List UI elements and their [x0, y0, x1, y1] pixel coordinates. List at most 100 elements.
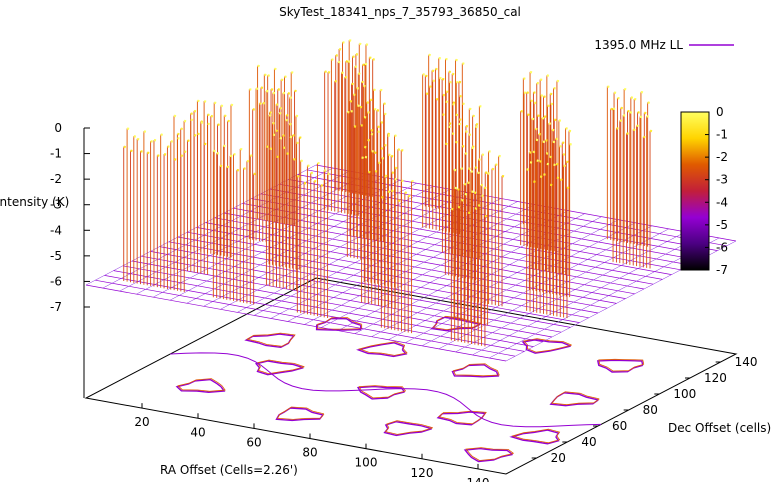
surface-peak [425, 92, 429, 96]
surface-peak [498, 154, 501, 158]
y-tick-label: 140 [735, 355, 758, 369]
surface-peak [473, 191, 477, 195]
contour-line [463, 447, 514, 463]
mesh-line-x [388, 219, 619, 340]
colorbar: 0 -1 -2 -3 -4 -5 -6 -7 [680, 105, 728, 277]
surface-peak [278, 111, 282, 115]
surface-peak [374, 169, 378, 173]
surface-peak [542, 140, 546, 144]
surface-peak [541, 116, 545, 120]
surface-peak [373, 107, 377, 111]
surface-peak [348, 39, 352, 42]
mesh-line-x [119, 170, 350, 292]
surface-peak [366, 101, 370, 104]
surface-peak [280, 78, 284, 82]
contour-line [451, 364, 500, 378]
surface-peak [644, 111, 647, 115]
surface-peak [472, 114, 475, 118]
surface-peak [429, 85, 432, 88]
surface-peak [404, 191, 408, 195]
contour-line-inner [511, 428, 561, 444]
surface-peak [471, 146, 475, 150]
legend-label: 1395.0 MHz LL [594, 38, 683, 52]
contour-line [254, 360, 304, 376]
surface-peak [253, 172, 256, 176]
surface-peak [566, 160, 569, 164]
x-tick-label: 40 [190, 425, 205, 439]
surface-peak [448, 125, 451, 129]
surface-peak [279, 136, 283, 140]
surface-peak [552, 140, 556, 144]
surface-peak [547, 104, 550, 108]
surface-peak [284, 75, 287, 79]
surface-peak [363, 116, 367, 119]
y-tick-label: 40 [581, 435, 596, 449]
surface-peak [219, 164, 223, 168]
surface-peak [545, 152, 549, 155]
contour-path-long [170, 352, 602, 428]
surface-peak [647, 101, 650, 104]
surface-peak [370, 132, 374, 136]
surface-peak [438, 56, 442, 60]
surface-peak [477, 171, 480, 175]
surface-peak [207, 113, 210, 117]
x-tick-label: 20 [134, 415, 149, 429]
surface-peak [255, 87, 259, 91]
colorbar-tick-label: -2 [716, 150, 728, 164]
surface-peak [462, 102, 465, 106]
surface-peak [380, 121, 384, 124]
surface-peak [461, 198, 464, 202]
surface-peak [363, 145, 367, 149]
surface-peak [391, 189, 394, 193]
surface-peak [257, 64, 260, 68]
surface-peak [632, 128, 636, 132]
surface-peak [540, 94, 544, 97]
mesh-line-y [187, 231, 608, 309]
surface-peak [353, 93, 356, 97]
surface-peak [566, 186, 570, 190]
surface-peak [272, 91, 276, 95]
surface-peak [200, 121, 204, 125]
surface-peak [523, 77, 526, 80]
surface-peak [216, 151, 219, 155]
surface-peak [527, 113, 530, 117]
surface-peak [637, 111, 640, 114]
chart-title: SkyTest_18341_nps_7_35793_36850_cal [279, 5, 521, 19]
surface-peak [532, 150, 535, 154]
surface-peak [526, 168, 529, 171]
surface-peak [471, 145, 475, 149]
surface-peak [334, 79, 338, 83]
surface-peak [347, 110, 350, 114]
contour-line-inner [276, 406, 325, 420]
surface-peak [384, 112, 387, 116]
surface-peak [368, 170, 371, 174]
surface-peak [190, 112, 193, 116]
surface-peak [262, 101, 266, 105]
surface-peak [448, 70, 452, 74]
surface-peak [310, 171, 314, 175]
surface-peak [431, 69, 435, 73]
surface-peak [287, 92, 291, 95]
surface-peak [556, 79, 560, 83]
y-tick-label: 60 [612, 419, 627, 433]
mesh-line-x [472, 234, 703, 356]
surface-peak [474, 207, 478, 210]
surface-peak [442, 113, 445, 116]
surface-peak [551, 128, 555, 132]
colorbar-tick-label: -6 [716, 240, 728, 254]
surface-peak [300, 159, 303, 163]
surface-peak [487, 172, 490, 175]
surface-peak [367, 138, 370, 142]
surface-peak [367, 111, 370, 114]
mesh-line-y [122, 265, 543, 343]
surface-peak [397, 199, 401, 202]
surface-peak [153, 138, 157, 142]
surface-peak [463, 182, 467, 186]
surface-peak [295, 114, 299, 118]
surface-peak [282, 134, 285, 137]
surface-peak [233, 153, 236, 156]
contour-line-inner [452, 363, 500, 377]
surface-peak [217, 123, 220, 126]
surface-peak [452, 102, 455, 106]
